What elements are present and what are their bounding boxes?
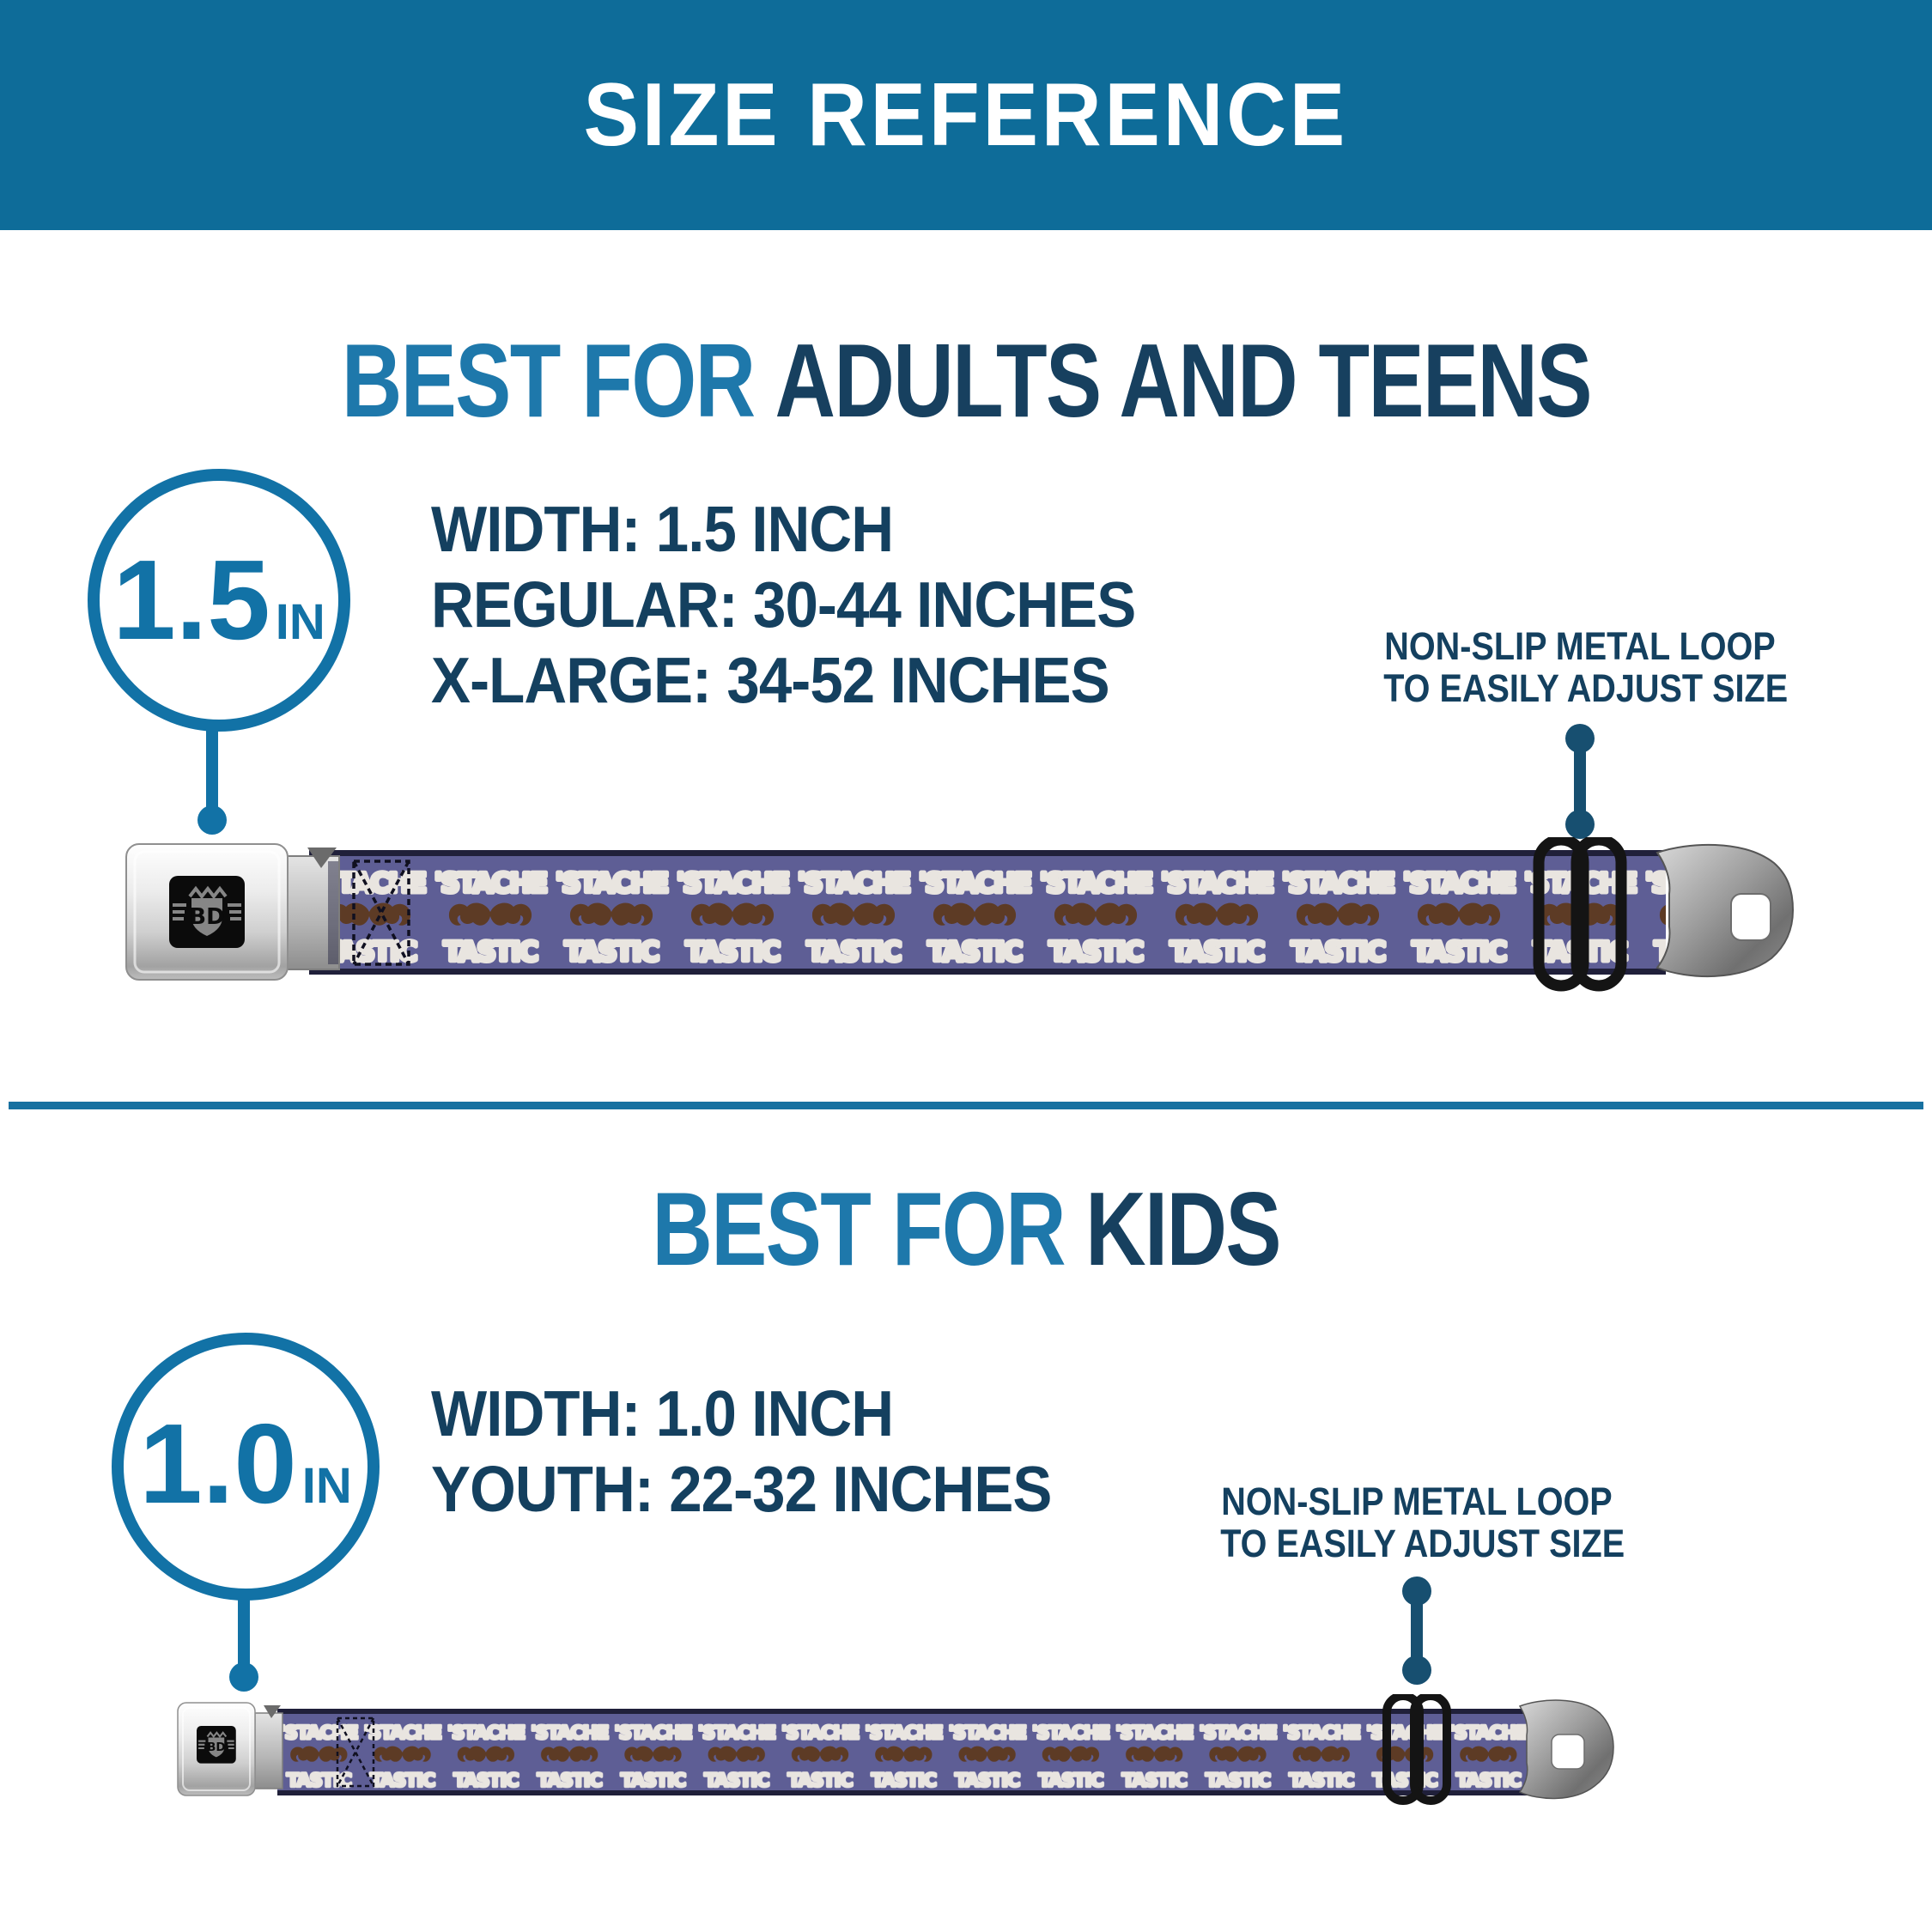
badge-connector-dot (229, 1662, 258, 1692)
spec-list-kids: WIDTH: 1.0 INCH YOUTH: 22-32 INCHES (431, 1376, 1052, 1527)
bd-logo: BD (169, 876, 245, 948)
callout-connector-dot-bottom (1565, 810, 1595, 839)
width-badge-1-5in: 1.5 IN (88, 469, 350, 732)
callout-connector-dot-bottom (1402, 1656, 1431, 1685)
stitch-box (352, 860, 410, 966)
metal-loop-callout: NON-SLIP METAL LOOP TO EASILY ADJUST SIZ… (1383, 624, 1789, 710)
metal-loop-adjuster (1533, 837, 1627, 992)
section-divider (9, 1102, 1923, 1109)
section-heading-kids: BEST FOR KIDS (0, 1176, 1932, 1281)
metal-loop-callout: NON-SLIP METAL LOOP TO EASILY ADJUST SIZ… (1220, 1479, 1625, 1565)
kids-belt-graphic: 'STACHE TASTIC (177, 1694, 1614, 1805)
metal-loop-adjuster (1382, 1694, 1451, 1805)
badge-unit: IN (301, 1458, 352, 1514)
heading-rest: KIDS (1084, 1170, 1281, 1287)
bd-logo-text: BD (189, 904, 224, 930)
badge-unit: IN (275, 594, 325, 650)
badge-connector-dot (197, 805, 227, 835)
badge-connector-line (206, 730, 218, 812)
callout-line: NON-SLIP METAL LOOP (1384, 624, 1776, 668)
callout-line: TO EASILY ADJUST SIZE (1220, 1522, 1625, 1565)
spec-line: X-LARGE: 34-52 INCHES (431, 644, 1110, 716)
banner: SIZE REFERENCE (0, 0, 1932, 230)
heading-prefix: BEST FOR (652, 1170, 1066, 1287)
spec-line: WIDTH: 1.5 INCH (431, 493, 894, 565)
callout-connector-line (1411, 1601, 1423, 1660)
badge-connector-line (238, 1599, 250, 1668)
callout-connector-dot-top (1565, 724, 1595, 753)
belt-strap (277, 1709, 1541, 1795)
badge-value: 1.0 (139, 1400, 297, 1527)
spec-list-adults: WIDTH: 1.5 INCH REGULAR: 30-44 INCHES X-… (431, 491, 1136, 718)
stitch-box (336, 1716, 375, 1788)
callout-connector-line (1574, 749, 1586, 814)
adult-belt-graphic: 'STACHE TASTIC (125, 837, 1795, 992)
metal-tip (1656, 843, 1795, 978)
heading-rest: ADULTS AND TEENS (775, 322, 1592, 439)
width-badge-1-0in: 1.0 IN (112, 1333, 380, 1601)
badge-value: 1.5 (112, 537, 270, 663)
seatbelt-buckle: BD (125, 843, 340, 981)
spec-line: REGULAR: 30-44 INCHES (431, 568, 1136, 641)
callout-line: TO EASILY ADJUST SIZE (1383, 666, 1789, 710)
heading-prefix: BEST FOR (341, 322, 755, 439)
spec-line: YOUTH: 22-32 INCHES (431, 1453, 1052, 1525)
page-title: SIZE REFERENCE (583, 64, 1349, 165)
callout-connector-dot-top (1402, 1577, 1431, 1606)
metal-tip (1518, 1699, 1614, 1800)
seatbelt-buckle: BD (177, 1702, 283, 1796)
bd-logo: BD (197, 1726, 236, 1764)
callout-line: NON-SLIP METAL LOOP (1221, 1479, 1613, 1523)
belt-strap (309, 850, 1666, 975)
section-heading-adults: BEST FOR ADULTS AND TEENS (0, 328, 1932, 433)
spec-line: WIDTH: 1.0 INCH (431, 1377, 894, 1449)
bd-logo-text: BD (207, 1741, 226, 1754)
